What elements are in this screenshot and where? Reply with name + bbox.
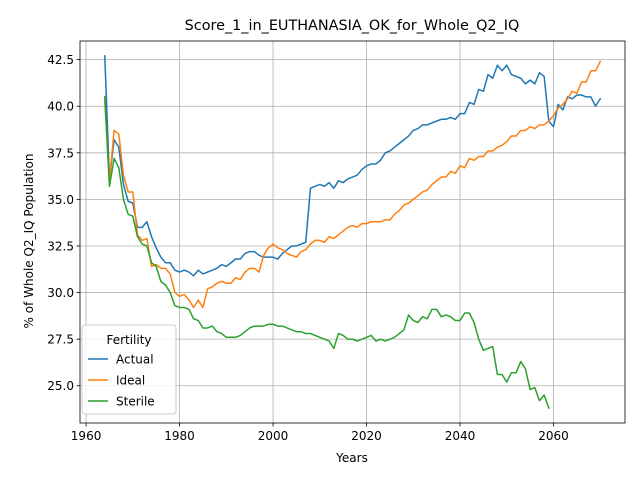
y-tick-label: 40.0 (47, 100, 74, 114)
legend: Fertility Actual Ideal Sterile (81, 324, 177, 415)
x-tick-label: 1980 (164, 429, 195, 443)
x-tick-label: 2060 (538, 429, 569, 443)
legend-items: Actual Ideal Sterile (88, 353, 155, 409)
series-line-actual (103, 55, 602, 277)
y-tick-label: 25.0 (47, 379, 74, 393)
legend-item-sterile: Sterile (88, 395, 155, 409)
series-line-ideal (103, 60, 602, 309)
x-axis-label: Years (335, 451, 368, 465)
legend-label: Sterile (116, 395, 155, 409)
y-tick-label: 32.5 (47, 239, 74, 253)
y-tick-label: 35.0 (47, 193, 74, 207)
plot-frame (79, 40, 626, 424)
y-tick-label: 27.5 (47, 333, 74, 347)
legend-box (81, 324, 177, 415)
x-tick-label: 2020 (351, 429, 382, 443)
series-line-sterile (103, 96, 550, 410)
series-lines (103, 55, 602, 410)
y-tick-label: 42.5 (47, 53, 74, 67)
legend-title: Fertility (106, 333, 151, 347)
legend-label: Actual (116, 353, 154, 367)
legend-label: Ideal (116, 374, 145, 388)
legend-item-actual: Actual (88, 353, 154, 367)
x-tick-label: 1960 (71, 429, 102, 443)
y-axis-label: % of Whole Q2_IQ Population (22, 154, 36, 329)
y-tick-label: 30.0 (47, 286, 74, 300)
x-tick-label: 2000 (258, 429, 289, 443)
y-tick-label: 37.5 (47, 146, 74, 160)
chart-title: Score_1_in_EUTHANASIA_OK_for_Whole_Q2_IQ (185, 18, 520, 34)
legend-item-ideal: Ideal (88, 374, 145, 388)
axis-ticks: 1960 1980 2000 2020 2040 2060 25.0 27.5 30.0 32.5… (47, 53, 568, 443)
x-tick-label: 2040 (445, 429, 476, 443)
